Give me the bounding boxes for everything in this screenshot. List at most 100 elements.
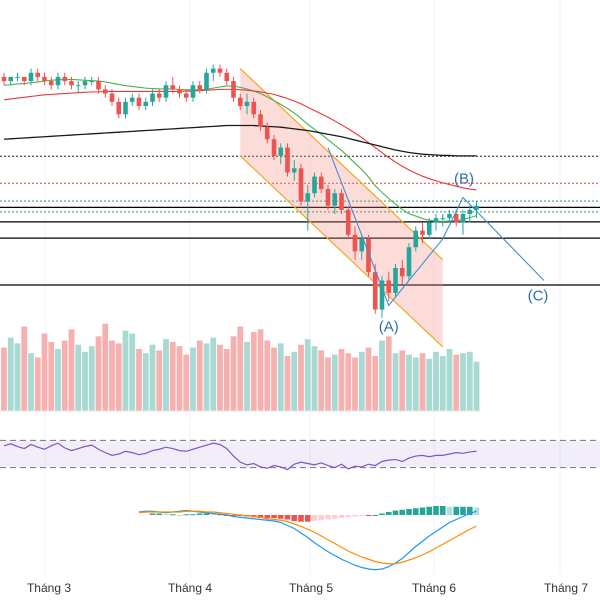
candle-body <box>474 205 479 210</box>
candle-body <box>123 101 128 115</box>
candle-body <box>332 193 338 206</box>
candle-body <box>75 85 81 87</box>
macd-histogram-bar <box>311 515 318 521</box>
candle-body <box>183 93 189 98</box>
volume-bar <box>136 349 142 411</box>
candle-body <box>1 76 7 82</box>
macd-histogram-bar <box>183 514 190 516</box>
candle-body <box>102 89 108 94</box>
wave-label-a: (A) <box>379 318 399 335</box>
candle-body <box>163 85 169 98</box>
candle-body <box>271 139 277 156</box>
candle-body <box>440 218 446 220</box>
volume-bar <box>88 346 95 411</box>
volume-bar <box>453 354 460 411</box>
volume-bar <box>230 336 237 411</box>
volume-bar <box>1 347 7 411</box>
volume-bar <box>21 326 28 411</box>
candle-body <box>420 230 425 235</box>
macd-histogram-bar <box>406 509 412 515</box>
candle-body <box>150 93 155 102</box>
horizontal-levels <box>0 155 600 286</box>
macd-histogram-bar <box>392 510 399 515</box>
wave-label-c: (C) <box>528 287 549 304</box>
volume-bar <box>318 350 325 411</box>
x-tick-label: Tháng 3 <box>27 581 71 595</box>
candle-body <box>372 272 378 310</box>
candle-body <box>109 93 115 102</box>
candle-body <box>197 85 203 90</box>
macd-histogram-bar <box>257 515 264 518</box>
volume-bar <box>466 351 473 411</box>
volume-bar <box>264 340 271 411</box>
volume-bar <box>372 356 379 411</box>
macd-histogram-bar <box>203 513 210 515</box>
volume-bar <box>156 350 163 411</box>
candle-body <box>352 234 358 252</box>
volume-bar <box>325 357 331 411</box>
candle-body <box>143 101 149 106</box>
volume-bar <box>392 353 399 411</box>
moving-average-lines <box>3 78 477 223</box>
macd-histogram-bar <box>149 513 156 515</box>
candle-body <box>406 247 412 277</box>
macd-histogram-bar <box>365 515 372 516</box>
volume-bar <box>250 332 257 411</box>
x-tick-label: Tháng 4 <box>168 581 212 595</box>
macd-histogram-bar <box>230 515 237 516</box>
candle-body <box>224 72 230 82</box>
volume-bar <box>48 341 55 411</box>
volume-bar <box>68 329 75 411</box>
x-tick-label: Tháng 7 <box>544 581 588 595</box>
volume-bar <box>284 356 291 411</box>
volume-bar <box>412 357 419 411</box>
macd-histogram-bar <box>372 515 379 516</box>
volume-bar <box>379 340 385 411</box>
volume-bar <box>311 346 318 411</box>
macd-histogram-bar <box>277 515 284 519</box>
candle-body <box>264 126 270 140</box>
volume-bar <box>460 353 466 411</box>
candle-body <box>244 101 250 106</box>
volume-bar <box>223 349 230 411</box>
volume-bar <box>115 343 122 411</box>
candle-body <box>136 97 142 106</box>
candle-body <box>55 76 61 86</box>
volume-bar <box>61 340 68 411</box>
macd-histogram-bar <box>291 515 298 521</box>
elliott-wave-path <box>327 147 545 307</box>
candle-body <box>210 68 216 73</box>
candle-body <box>291 168 297 173</box>
candle-body <box>345 209 351 235</box>
macd-histogram-bar <box>284 515 291 520</box>
volume-bar <box>446 349 453 411</box>
volume-bar <box>129 333 136 411</box>
macd-signal-line <box>138 510 477 565</box>
volume-bar <box>183 354 190 411</box>
volume-bar <box>433 351 439 411</box>
candle-body <box>190 85 196 98</box>
candlesticks <box>1 64 479 318</box>
candle-body <box>386 280 392 293</box>
volume-pane <box>1 323 480 411</box>
candle-body <box>15 76 20 78</box>
macd-histogram-bar <box>169 514 176 516</box>
volume-bar <box>210 337 217 411</box>
macd-histogram-bar <box>163 514 169 516</box>
candle-body <box>204 72 209 90</box>
volume-bar <box>244 341 250 411</box>
candle-body <box>366 238 371 273</box>
macd-histogram-bar <box>325 515 331 520</box>
macd-histogram-bar <box>345 515 352 518</box>
volume-bar <box>203 343 210 411</box>
volume-bar <box>82 351 88 411</box>
candle-body <box>62 76 68 82</box>
volume-bar <box>122 330 129 411</box>
macd-histogram-bar <box>271 515 277 518</box>
candle-body <box>298 168 304 202</box>
moving-average-line <box>3 124 477 157</box>
candle-body <box>278 147 284 156</box>
candle-body <box>116 101 122 115</box>
